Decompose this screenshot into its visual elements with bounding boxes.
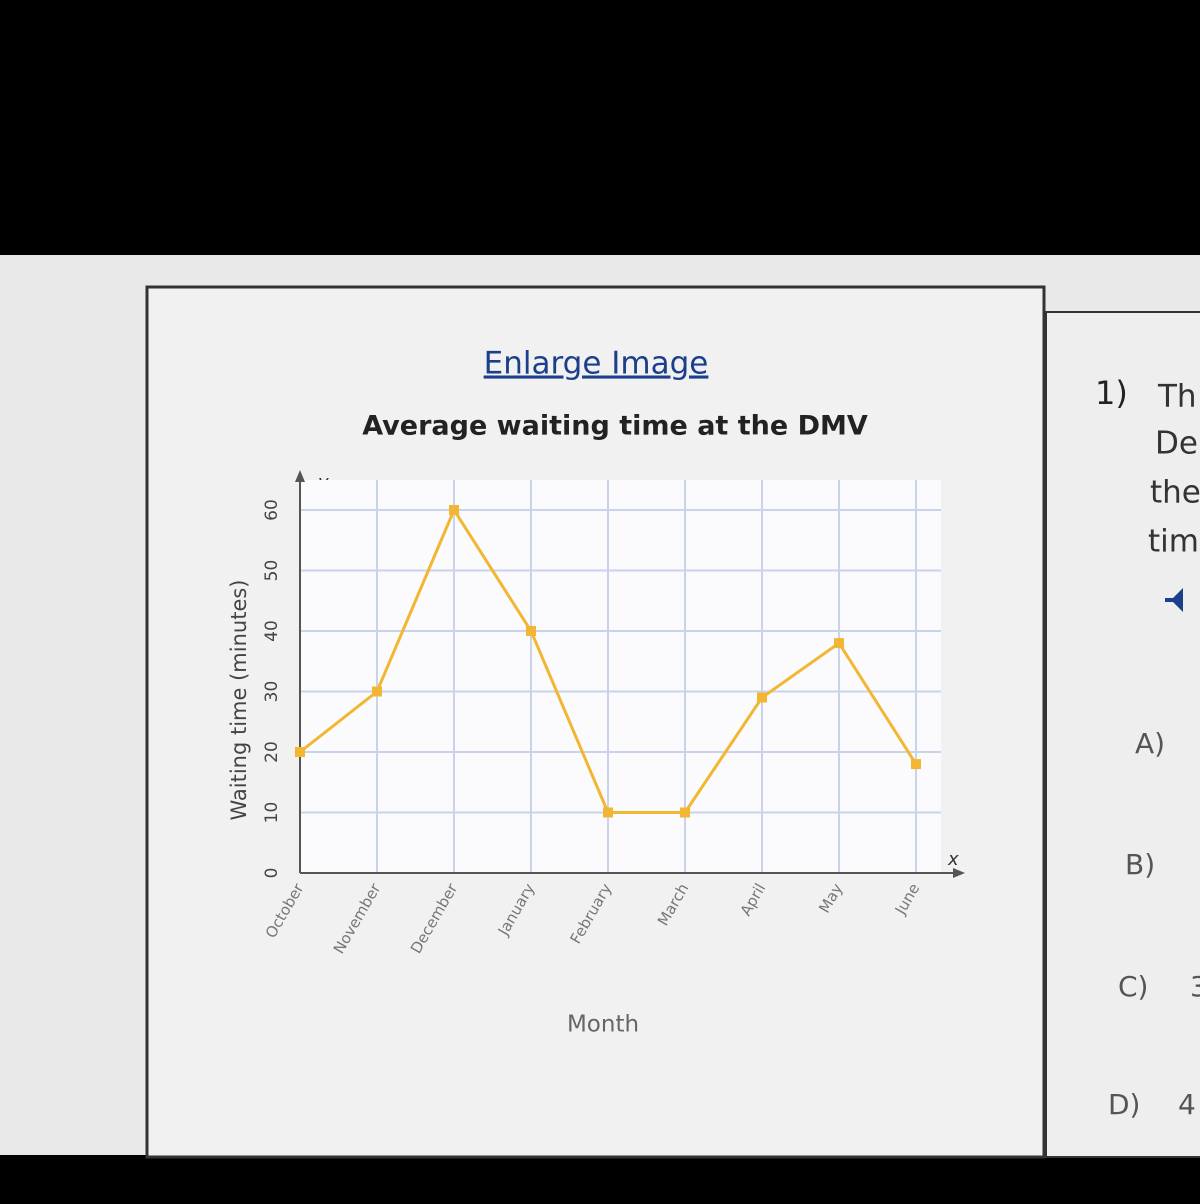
- data-point: [449, 505, 459, 515]
- question-line: De: [1155, 426, 1198, 462]
- y-axis-label: Waiting time (minutes): [227, 579, 251, 820]
- option-letter[interactable]: A): [1135, 727, 1165, 760]
- question-line: Th: [1157, 379, 1197, 415]
- y-tick-label: 20: [262, 741, 282, 763]
- option-letter[interactable]: B): [1125, 848, 1155, 881]
- data-point: [372, 686, 382, 697]
- y-tick-label: 10: [262, 802, 282, 824]
- data-point: [680, 807, 690, 818]
- data-point: [526, 626, 536, 636]
- y-tick-label: 40: [262, 620, 282, 642]
- speaker-icon[interactable]: [1165, 588, 1183, 612]
- question-line: the: [1150, 475, 1200, 511]
- option-letter[interactable]: C): [1118, 970, 1148, 1003]
- option-text: 4: [1178, 1088, 1196, 1121]
- y-tick-label: 30: [262, 681, 282, 703]
- x-axis-letter: x: [947, 849, 959, 870]
- plot-bg: [300, 480, 941, 873]
- y-tick-label: 60: [262, 499, 282, 521]
- data-point: [757, 692, 767, 703]
- option-text: 3: [1190, 970, 1200, 1003]
- data-point: [911, 759, 921, 770]
- question-panel: [1045, 311, 1200, 1158]
- data-point: [834, 638, 844, 649]
- question-number: 1): [1095, 374, 1128, 412]
- option-letter[interactable]: D): [1108, 1088, 1140, 1121]
- x-axis-label: Month: [567, 1012, 639, 1038]
- enlarge-link[interactable]: Enlarge Image: [484, 346, 709, 382]
- data-point: [603, 807, 613, 818]
- x-axis-arrow: [953, 868, 965, 878]
- y-axis-arrow: [295, 470, 305, 482]
- data-point: [295, 747, 305, 757]
- y-tick-label: 50: [262, 560, 282, 582]
- chart-title: Average waiting time at the DMV: [362, 411, 868, 442]
- question-line: tim: [1148, 524, 1199, 560]
- y-tick-label: 0: [262, 868, 282, 879]
